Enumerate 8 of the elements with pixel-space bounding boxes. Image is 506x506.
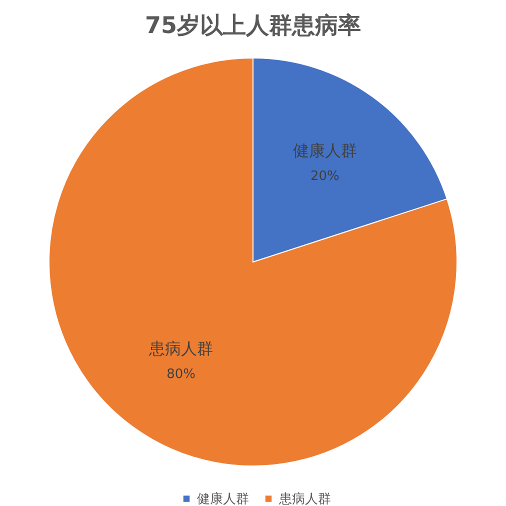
chart-title: 75岁以上人群患病率 <box>144 12 362 39</box>
data-label: 80% <box>166 367 196 382</box>
slice-label: 健康人群 <box>292 140 357 160</box>
data-label: 20% <box>310 168 340 184</box>
pie-slice <box>48 58 458 466</box>
legend-label: 患病人群 <box>278 492 331 506</box>
slice-label: 患病人群 <box>148 339 214 358</box>
legend-label: 健康人群 <box>197 492 249 506</box>
